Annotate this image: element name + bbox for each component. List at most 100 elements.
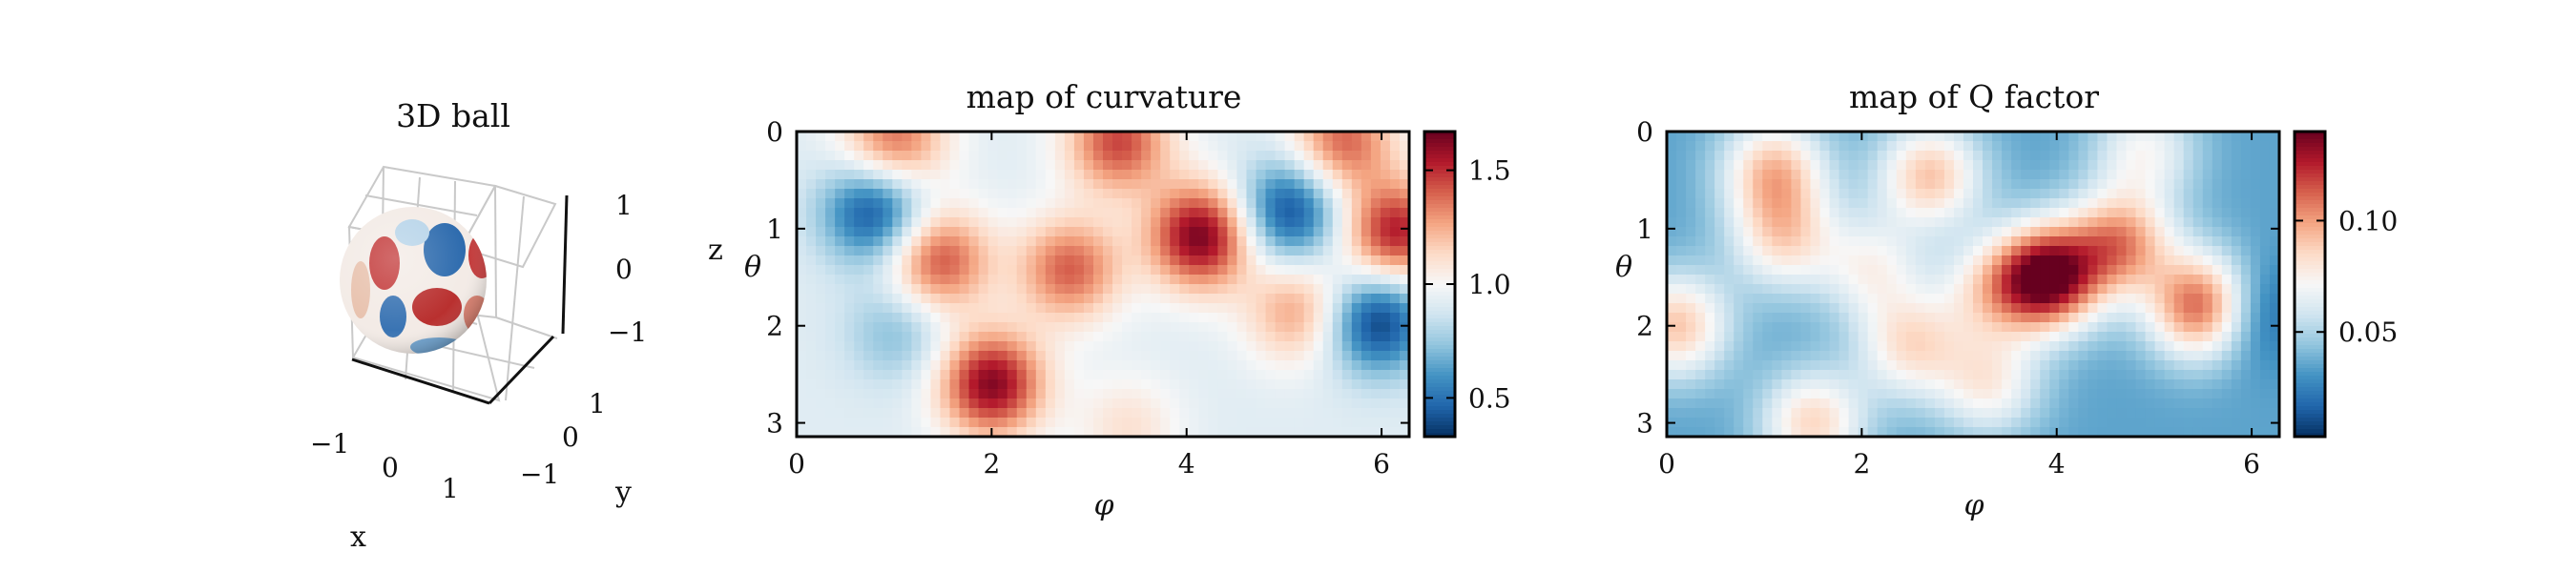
heatmap-cell — [2202, 294, 2213, 304]
heatmap-cell — [1810, 189, 1821, 199]
heatmap-cell — [1322, 398, 1334, 409]
heatmap-cell — [1275, 255, 1286, 266]
heatmap-cell — [2154, 389, 2166, 399]
heatmap-cell — [1686, 332, 1696, 342]
heatmap-cell — [1667, 208, 1677, 218]
heatmap-cell — [1705, 332, 1715, 342]
heatmap-cell — [1303, 370, 1315, 380]
heatmap-cell — [1073, 132, 1085, 142]
heatmap-cell — [2059, 189, 2069, 199]
heatmap-cell — [911, 151, 923, 161]
heatmap-cell — [1705, 418, 1715, 428]
heatmap-cell — [968, 332, 980, 342]
heatmap-cell — [940, 418, 951, 428]
heatmap-cell — [2259, 208, 2271, 218]
heatmap-cell — [987, 408, 999, 419]
heatmap-cell — [835, 265, 845, 276]
heatmap-cell — [1361, 379, 1372, 390]
heatmap-cell — [2231, 265, 2242, 276]
heatmap-cell — [2173, 170, 2185, 180]
heatmap-cell — [1054, 398, 1066, 409]
heatmap-cell — [1819, 236, 1831, 247]
heatmap-cell — [1772, 132, 1782, 142]
heatmap-cell — [2240, 341, 2252, 352]
heatmap-cell — [2049, 151, 2060, 161]
heatmap-cell — [1303, 303, 1315, 314]
heatmap-cell — [1198, 370, 1209, 380]
heatmap-cell — [1695, 389, 1706, 399]
heatmap-cell — [968, 379, 980, 390]
heatmap-cell — [959, 227, 970, 237]
heatmap-cell — [1275, 427, 1286, 438]
heatmap-cell — [930, 294, 942, 304]
colorbar-segment — [1424, 208, 1455, 213]
heatmap-cell — [825, 322, 836, 333]
heatmap-cell — [2107, 151, 2118, 161]
heatmap-cell — [1045, 275, 1056, 285]
heatmap-cell — [1781, 303, 1793, 314]
heatmap-cell — [1714, 313, 1725, 323]
heatmap-cell — [835, 294, 845, 304]
heatmap-cell — [2173, 151, 2185, 161]
heatmap-cell — [1208, 360, 1218, 371]
heatmap-cell — [863, 189, 874, 199]
heatmap-cell — [2116, 255, 2128, 266]
heatmap-cell — [1151, 389, 1161, 399]
heatmap-cell — [1695, 265, 1706, 276]
heatmap-cell — [892, 160, 903, 171]
heatmap-cell — [1092, 132, 1104, 142]
heatmap-cell — [1389, 398, 1401, 409]
heatmap-cell — [1092, 179, 1104, 190]
heatmap-cell — [816, 132, 826, 142]
heatmap-cell — [1332, 294, 1343, 304]
heatmap-cell — [1351, 341, 1362, 352]
heatmap-cell — [863, 275, 874, 285]
heatmap-cell — [1103, 160, 1113, 171]
heatmap-cell — [1217, 227, 1229, 237]
heatmap-cell — [1934, 332, 1945, 342]
heatmap-cell — [854, 322, 864, 333]
heatmap-cell — [1839, 341, 1850, 352]
heatmap-cell — [902, 170, 912, 180]
heatmap-cell — [987, 351, 999, 361]
heatmap-cell — [2040, 132, 2050, 142]
heatmap-cell — [1867, 141, 1879, 152]
heatmap-cell — [1332, 170, 1343, 180]
heatmap-cell — [1943, 227, 1955, 237]
heatmap-cell — [2021, 236, 2031, 247]
heatmap-cell — [997, 418, 1008, 428]
heatmap-cell — [1179, 303, 1190, 314]
heatmap-cell — [1819, 303, 1831, 314]
heatmap-cell — [1791, 303, 1802, 314]
heatmap-cell — [2173, 255, 2185, 266]
heatmap-cell — [1361, 236, 1372, 247]
heatmap-cell — [1762, 408, 1773, 419]
heatmap-cell — [1054, 341, 1066, 352]
heatmap-cell — [2049, 418, 2060, 428]
heatmap-cell — [2259, 284, 2271, 295]
heatmap-cell — [2250, 132, 2261, 142]
heatmap-cell — [1227, 189, 1238, 199]
heatmap-cell — [2231, 151, 2242, 161]
heatmap-cell — [1265, 189, 1277, 199]
heatmap-cell — [1705, 208, 1715, 218]
heatmap-cell — [2107, 332, 2118, 342]
heatmap-cell — [2250, 170, 2261, 180]
heatmap-cell — [1141, 170, 1152, 180]
heatmap-cell — [1867, 408, 1879, 419]
heatmap-cell — [1265, 227, 1277, 237]
heatmap-cell — [797, 275, 807, 285]
heatmap-cell — [921, 294, 932, 304]
colorbar-segment — [1424, 391, 1455, 396]
heatmap-cell — [1753, 294, 1763, 304]
heatmap-cell — [1734, 208, 1744, 218]
heatmap-cell — [2212, 208, 2223, 218]
heatmap-cell — [844, 227, 855, 237]
heatmap-cell — [1676, 265, 1687, 276]
heatmap-cell — [1829, 389, 1840, 399]
heatmap-cell — [835, 284, 845, 295]
heatmap-cell — [1313, 370, 1324, 380]
heatmap-cell — [2126, 160, 2137, 171]
heatmap-cell — [1686, 398, 1696, 409]
heatmap-cell — [1781, 217, 1793, 228]
